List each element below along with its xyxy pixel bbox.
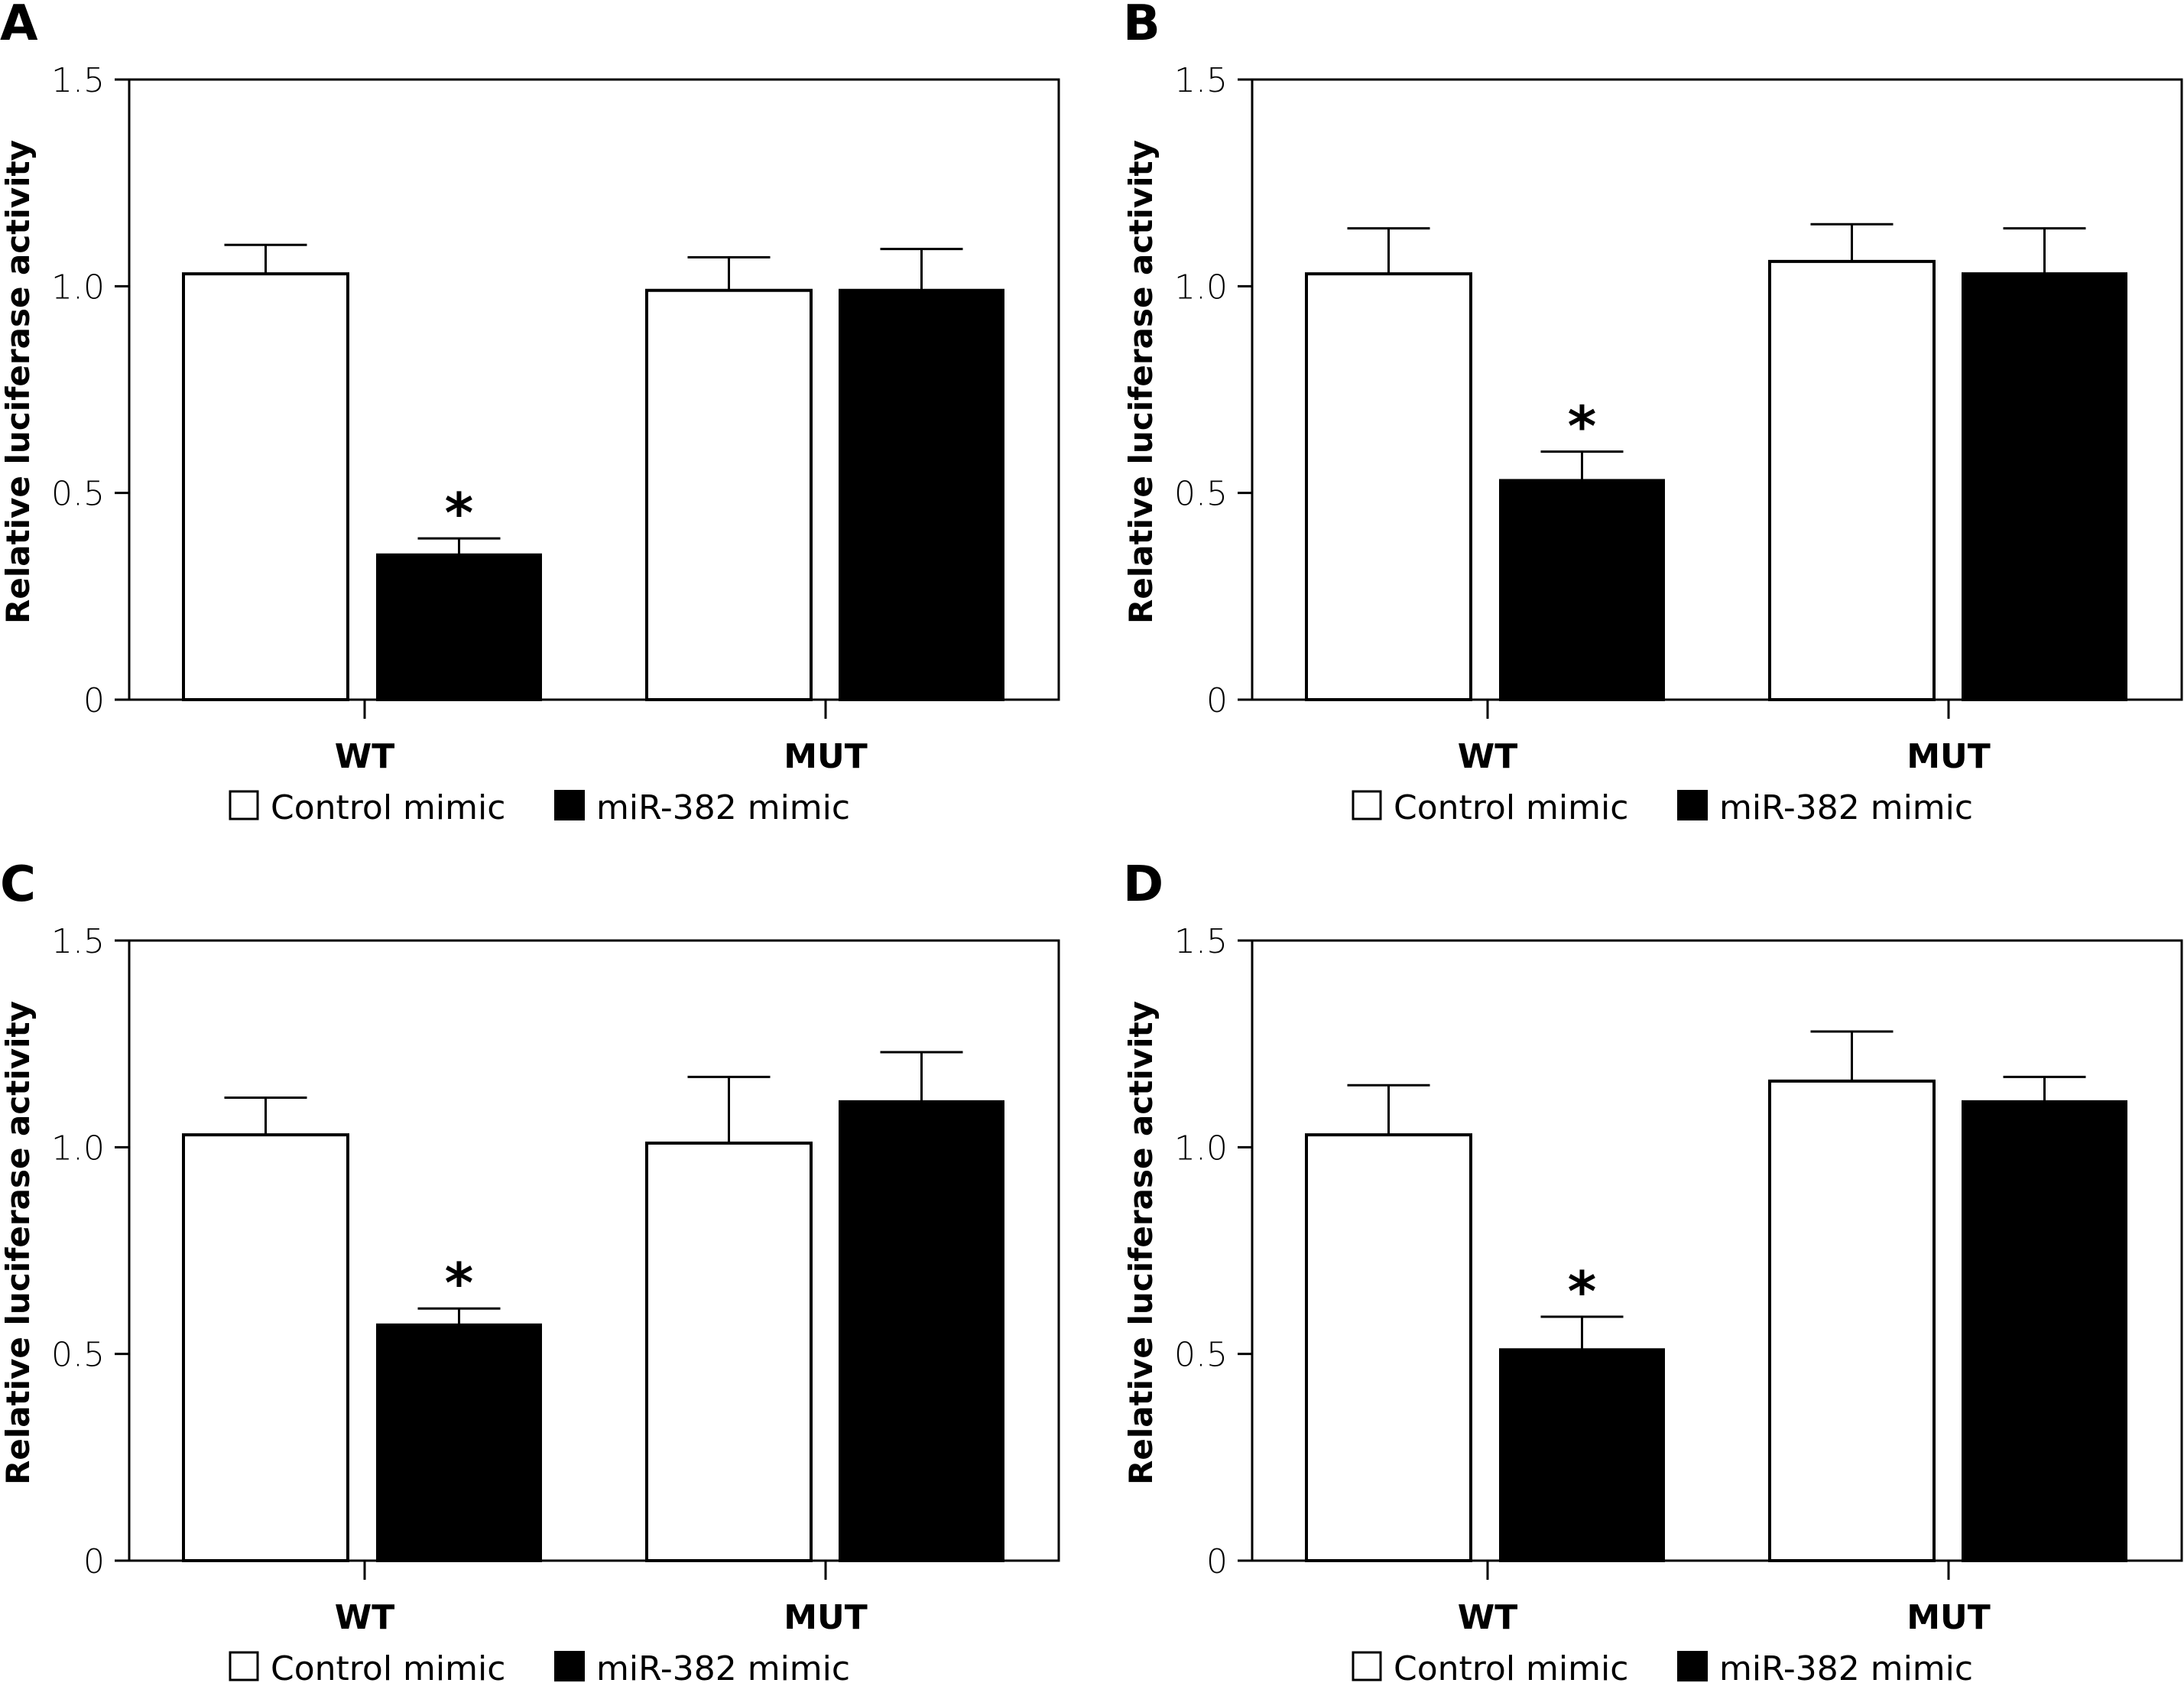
y-axis-title: Relative luciferase activity: [0, 1001, 37, 1485]
legend-label-mir382: miR-382 mimic: [1719, 788, 1973, 827]
legend-label-mir382: miR-382 mimic: [1719, 1649, 1973, 1683]
panel-d: D 0 0.5 1.0 1.5 Relative luciferase activity W…: [1122, 856, 2183, 1683]
plot-frame: [1251, 939, 2183, 1562]
bar-mir382-mut: [839, 288, 1004, 701]
panel-a: A 0 0.5 1.0 1.5 Relative luciferase activity W…: [0, 0, 1060, 827]
legend-label-control: Control mimic: [271, 1649, 505, 1683]
y-tick-label: 1.0: [51, 268, 105, 307]
legend-swatch-mir382: [1677, 1651, 1708, 1681]
y-tick-label: 1.5: [51, 61, 105, 100]
panel-letter: C: [0, 856, 36, 913]
y-tick-label: 0: [83, 1542, 105, 1581]
bar-control-wt: [1305, 1133, 1472, 1562]
legend: Control mimic miR-382 mimic: [1352, 1649, 1973, 1683]
y-tick-label: 1.0: [1174, 268, 1228, 307]
panel-letter: D: [1123, 856, 1163, 913]
legend-label-control: Control mimic: [1394, 788, 1628, 827]
bar-control-mut: [645, 288, 813, 701]
bar-mir382-mut: [1962, 272, 2127, 701]
bar-control-wt: [182, 272, 349, 701]
y-tick-label: 1.5: [51, 922, 105, 961]
x-tick-label-mut: MUT: [784, 1598, 868, 1637]
plot-frame: [128, 78, 1060, 701]
legend-swatch-mir382: [554, 1651, 585, 1681]
legend-swatch-control: [229, 790, 259, 820]
y-tick-label: 1.5: [1174, 61, 1228, 100]
significance-asterisk: *: [445, 1251, 474, 1315]
bar-control-mut: [1768, 259, 1936, 702]
x-tick-label-mut: MUT: [1907, 737, 1991, 776]
x-tick-label-mut: MUT: [784, 737, 868, 776]
plot-frame: [1251, 78, 2183, 701]
x-tick-label-mut: MUT: [1907, 1598, 1991, 1637]
panel-letter: B: [1123, 0, 1160, 52]
legend-label-mir382: miR-382 mimic: [596, 788, 850, 827]
bar-control-wt: [182, 1133, 349, 1562]
legend-label-control: Control mimic: [1394, 1649, 1628, 1683]
legend-swatch-mir382: [1677, 790, 1708, 820]
bar-mir382-mut: [839, 1100, 1004, 1562]
y-tick-label: 1.0: [51, 1129, 105, 1168]
significance-asterisk: *: [445, 481, 474, 545]
panel-letter: A: [0, 0, 38, 52]
y-tick-label: 0.5: [1174, 475, 1228, 514]
legend-label-control: Control mimic: [271, 788, 505, 827]
significance-asterisk: *: [1568, 1259, 1597, 1324]
y-tick-label: 1.5: [1174, 922, 1228, 961]
y-tick-label: 0.5: [1174, 1336, 1228, 1375]
bar-control-mut: [645, 1141, 813, 1562]
bar-mir382-wt: [1499, 479, 1665, 701]
significance-asterisk: *: [1568, 395, 1597, 459]
y-axis-title: Relative luciferase activity: [0, 140, 37, 624]
panel-c: C 0 0.5 1.0 1.5 Relative luciferase activity W…: [0, 856, 1060, 1683]
y-tick-label: 0.5: [51, 1336, 105, 1375]
legend-swatch-control: [1352, 790, 1382, 820]
bar-mir382-wt: [376, 553, 542, 701]
legend: Control mimic miR-382 mimic: [229, 788, 850, 827]
legend: Control mimic miR-382 mimic: [1352, 788, 1973, 827]
y-tick-label: 0: [83, 681, 105, 720]
plot-frame: [128, 939, 1060, 1562]
x-tick-label-wt: WT: [335, 1598, 395, 1637]
y-tick-label: 1.0: [1174, 1129, 1228, 1168]
x-tick-label-wt: WT: [335, 737, 395, 776]
bar-control-mut: [1768, 1079, 1936, 1562]
bar-mir382-wt: [1499, 1348, 1665, 1562]
legend: Control mimic miR-382 mimic: [229, 1649, 850, 1683]
panel-b: B 0 0.5 1.0 1.5 Relative luciferase activity W…: [1122, 0, 2183, 827]
y-tick-label: 0: [1206, 1542, 1228, 1581]
bar-mir382-wt: [376, 1323, 542, 1562]
bar-control-wt: [1305, 272, 1472, 701]
legend-swatch-mir382: [554, 790, 585, 820]
legend-label-mir382: miR-382 mimic: [596, 1649, 850, 1683]
bar-mir382-mut: [1962, 1100, 2127, 1562]
y-tick-label: 0.5: [51, 475, 105, 514]
x-tick-label-wt: WT: [1458, 737, 1518, 776]
y-axis-title: Relative luciferase activity: [1122, 140, 1160, 624]
legend-swatch-control: [1352, 1651, 1382, 1681]
x-tick-label-wt: WT: [1458, 1598, 1518, 1637]
y-axis-title: Relative luciferase activity: [1122, 1001, 1160, 1485]
y-tick-label: 0: [1206, 681, 1228, 720]
legend-swatch-control: [229, 1651, 259, 1681]
